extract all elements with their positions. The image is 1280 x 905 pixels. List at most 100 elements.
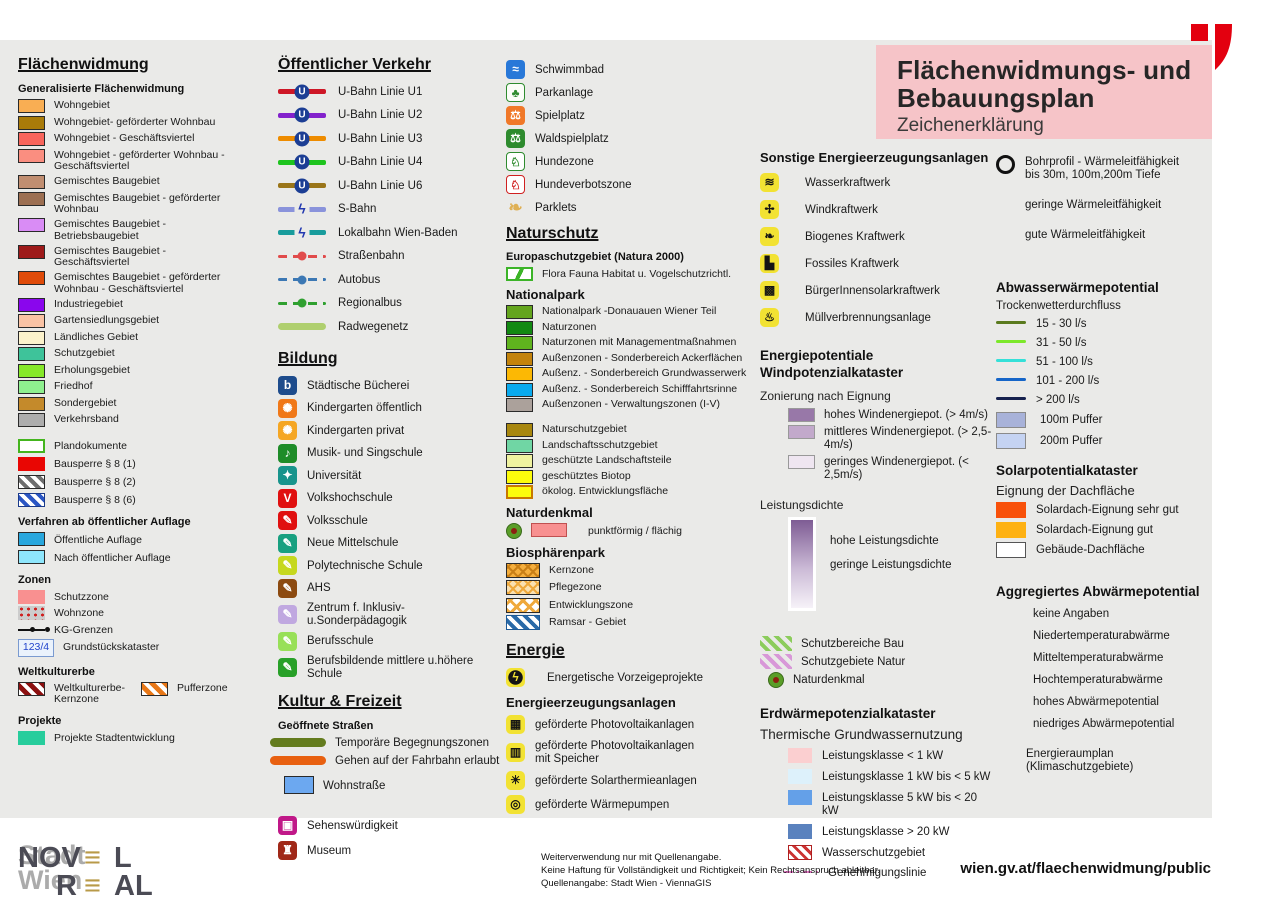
legend-label: geschützte Landschaftsteile xyxy=(542,454,672,466)
legend-swatch xyxy=(996,628,1023,642)
legend-row: hohes Windenergiepot. (> 4m/s) xyxy=(788,408,992,422)
transit-row: ϟ S-Bahn xyxy=(278,200,504,219)
transit-row: U U-Bahn Linie U1 xyxy=(278,82,504,101)
legend-label: Außenzonen - Verwaltungszonen (I-V) xyxy=(542,398,721,410)
sonstige-items: ≋ Wasserkraftwerk ✢ Windkraftwerk ❧ Biog… xyxy=(760,173,992,327)
legend-swatch xyxy=(788,824,812,839)
legend-label: Ländliches Gebiet xyxy=(54,330,139,343)
powerplant-icon: ≋ xyxy=(760,173,779,192)
legend-label: Parklets xyxy=(535,201,577,214)
legend-row: ▦ geförderte Photovoltaikanlagen xyxy=(506,715,756,734)
legend-label: Solardach-Eignung gut xyxy=(1036,523,1153,536)
legend-row: Wohngebiet - Geschäftsviertel xyxy=(18,132,270,146)
freizeit-items: ≈ Schwimmbad ♣ Parkanlage ⚖ Spielplatz ⚖… xyxy=(506,60,756,217)
pufferzone-swatch xyxy=(141,681,168,696)
legend-label: Gebäude-Dachfläche xyxy=(1036,543,1145,556)
legend-swatch xyxy=(18,492,45,507)
legend-row: ✎ Berufsbildende mittlere u.höhere Schul… xyxy=(278,654,504,681)
transit-label: Straßenbahn xyxy=(338,250,405,262)
legend-swatch xyxy=(788,748,812,763)
legend-row: Außenz. - Sonderbereich Grundwasserwerk xyxy=(506,367,756,381)
legend-row-wohnstrasse: Wohnstraße xyxy=(284,776,504,794)
transit-label: U-Bahn Linie U4 xyxy=(338,156,423,168)
legend-swatch xyxy=(18,218,45,232)
kultur-road-items: Temporäre Begegnungszonen Gehen auf der … xyxy=(270,736,504,768)
legend-swatch xyxy=(506,454,533,468)
subheading-weltkulturerbe: Weltkulturerbe xyxy=(18,665,95,678)
school-icon: ♪ xyxy=(278,443,297,463)
legend-label: Friedhof xyxy=(54,380,93,392)
legend-swatch xyxy=(18,148,45,163)
subheading-thermische: Thermische Grundwassernutzung xyxy=(760,727,963,742)
legend-label: 100m Puffer xyxy=(1040,413,1103,426)
transit-row: Radwegenetz xyxy=(278,317,504,336)
transit-line: U xyxy=(278,106,326,125)
legend-label: Gemischtes Baugebiet - geförderter Wohnb… xyxy=(54,191,221,215)
legend-row: ✺ Kindergarten privat xyxy=(278,421,504,440)
legend-swatch xyxy=(18,244,45,259)
legend-label: Pflegezone xyxy=(549,581,602,593)
legend-label: Hochtemperaturabwärme xyxy=(1033,673,1163,686)
wien-logo-icon xyxy=(1191,24,1233,77)
legend-row: ❧ Biogenes Kraftwerk xyxy=(760,227,992,246)
powerplant-icon: ❧ xyxy=(760,227,779,246)
transit-line: U xyxy=(278,176,326,195)
page-subtitle: Zeichenerklärung xyxy=(897,115,1044,136)
wasserschutz-swatch xyxy=(788,845,812,860)
transit-row: ϟ Lokalbahn Wien-Baden xyxy=(278,223,504,242)
transit-label: U-Bahn Linie U1 xyxy=(338,85,423,98)
legend-row: Außenzonen - Sonderbereich Ackerflächen xyxy=(506,351,756,366)
transit-line xyxy=(278,247,326,266)
legend-row: ♪ Musik- und Singschule xyxy=(278,443,504,463)
logo-bars-icon: ≡ xyxy=(84,870,101,902)
stadt-wien-logo-text: Wien xyxy=(18,865,83,895)
fw-items: Wohngebiet Wohngebiet- geförderter Wohnb… xyxy=(18,99,270,427)
energie-items: ▦ geförderte Photovoltaikanlagen ▥ geför… xyxy=(506,715,756,814)
verkehr-items: U U-Bahn Linie U1 U U-Bahn Linie U2 U U-… xyxy=(278,82,504,336)
transit-row: Autobus xyxy=(278,270,504,289)
subheading-leistungsdichte: Leistungsdichte xyxy=(760,498,844,512)
legend-row: Erholungsgebiet xyxy=(18,363,270,378)
legend-row: ♜ Museum xyxy=(278,841,504,860)
legend-label: Projekte Stadtentwicklung xyxy=(54,731,175,744)
legend-row: Industriegebiet xyxy=(18,297,270,312)
biosphaerenpark-items: Kernzone Pflegezone Entwicklungszone Ram… xyxy=(506,562,756,630)
legend-row: ⚖ Spielplatz xyxy=(506,106,756,125)
road-line xyxy=(270,756,326,765)
legend-row: Gehen auf der Fahrbahn erlaubt xyxy=(270,754,504,768)
page-title: Flächenwidmungs- und Bebauungsplan xyxy=(897,56,1212,112)
flow-line xyxy=(996,320,1026,324)
transit-label: Regionalbus xyxy=(338,297,402,309)
subheading-windpotenzial: Energiepotentiale Windpotenzialkataster xyxy=(760,348,904,380)
leisure-icon: ⚖ xyxy=(506,106,525,125)
legend-row: Entwicklungszone xyxy=(506,597,756,613)
school-icon: ✎ xyxy=(278,631,297,651)
legend-swatch xyxy=(788,790,812,805)
legend-swatch xyxy=(996,694,1023,708)
legend-swatch xyxy=(788,425,815,439)
legend-swatch xyxy=(506,305,533,319)
transit-line: ϟ xyxy=(278,200,326,219)
legend-row: 200m Puffer xyxy=(996,432,1212,449)
legend-row: Gebäude-Dachfläche xyxy=(996,541,1212,558)
legend-swatch xyxy=(18,191,45,206)
legend-swatch xyxy=(506,367,533,381)
legend-row: V Volkshochschule xyxy=(278,488,504,508)
legend-label: Flora Fauna Habitat u. Vogelschutzrichtl… xyxy=(542,268,732,280)
legend-swatch xyxy=(18,330,45,345)
legend-swatch xyxy=(506,485,533,499)
disclaimer-line: Quellenangabe: Stadt Wien - ViennaGIS xyxy=(541,878,712,889)
transit-badge-icon xyxy=(297,275,307,284)
legend-row: Nach öffentlicher Auflage xyxy=(18,550,270,565)
legend-row: Sondergebiet xyxy=(18,396,270,411)
column-energiepotentiale: Sonstige Energieerzeugungsanlagen ≋ Wass… xyxy=(760,150,992,886)
leisure-icon: ♘ xyxy=(506,152,525,171)
legend-label: Leistungsklasse 5 kW bis < 20 kW xyxy=(822,792,978,817)
subheading-energieerzeugung: Energieerzeugungsanlagen xyxy=(506,695,676,710)
legend-label: Wohnzone xyxy=(54,607,105,619)
legend-swatch xyxy=(506,398,533,412)
legend-swatch xyxy=(18,550,45,564)
legend-label: Fossiles Kraftwerk xyxy=(805,257,899,270)
legend-swatch xyxy=(996,672,1023,686)
legend-label: Hundeverbotszone xyxy=(535,178,632,191)
